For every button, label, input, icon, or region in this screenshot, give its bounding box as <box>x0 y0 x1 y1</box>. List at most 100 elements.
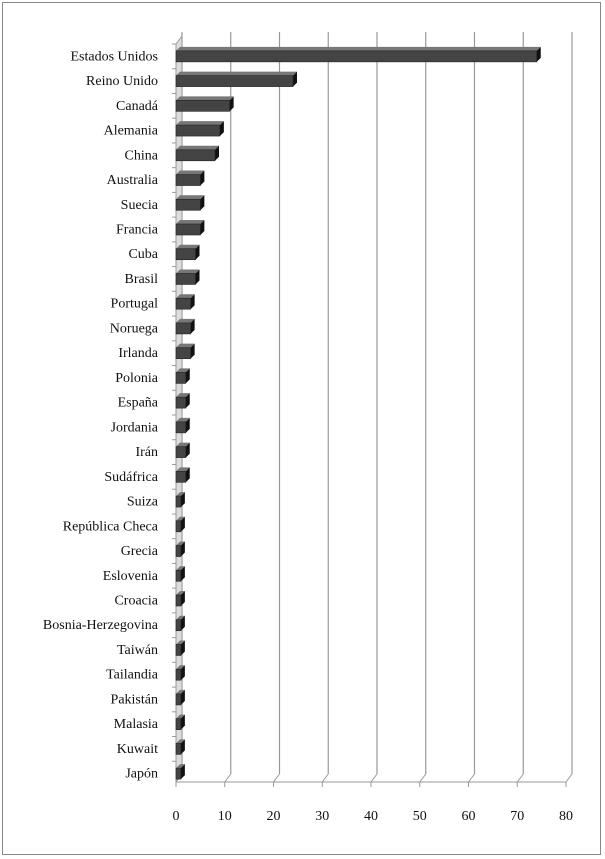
bar <box>175 322 191 335</box>
bar-top <box>176 170 205 175</box>
x-tick-label: 40 <box>364 809 378 824</box>
bar-side <box>190 318 195 334</box>
bar-top <box>176 615 185 620</box>
y-tick-label: Bosnia-Herzegovina <box>43 618 159 633</box>
bar-side <box>229 96 234 112</box>
y-tick-label: Taiwán <box>117 643 158 658</box>
bar-side <box>185 393 190 409</box>
x-tick-label: 0 <box>173 809 180 824</box>
bar <box>175 520 182 533</box>
bar <box>175 174 201 186</box>
floor-tick <box>468 773 475 783</box>
y-tick-label: Irán <box>135 445 158 460</box>
bar-top <box>176 516 185 521</box>
y-tick-label: Brasil <box>125 272 159 287</box>
bar <box>175 471 187 483</box>
floor-tick <box>370 773 378 783</box>
bar-top <box>176 591 185 595</box>
bar-side <box>180 541 185 557</box>
bar <box>175 718 182 730</box>
x-tick-label: 70 <box>510 809 524 824</box>
floor-tick <box>419 773 427 783</box>
bar-side <box>180 665 185 681</box>
y-tick-label: Francia <box>116 223 159 238</box>
bar-side <box>180 739 185 755</box>
y-tick-label: Polonia <box>115 371 159 386</box>
y-tick-label: Alemania <box>104 124 159 139</box>
bar <box>175 100 230 112</box>
bar-top <box>176 689 185 694</box>
bar-side <box>180 615 185 631</box>
bar-top <box>176 665 185 670</box>
bar-top <box>176 417 190 422</box>
bar-side <box>180 492 185 508</box>
bar <box>175 273 196 285</box>
bar <box>175 693 182 706</box>
bar-top <box>176 764 185 769</box>
bar <box>175 396 187 409</box>
bar <box>175 223 201 236</box>
bar <box>175 75 294 87</box>
bar <box>175 569 182 582</box>
bar-top <box>176 566 185 571</box>
bar-top <box>176 46 541 51</box>
bar <box>175 372 187 384</box>
bar-top <box>176 640 185 645</box>
bar-top <box>176 492 185 497</box>
bar-top <box>176 96 234 101</box>
bar-top <box>176 294 195 299</box>
bar <box>175 248 196 261</box>
bar <box>175 545 182 557</box>
x-tick-label: 80 <box>559 809 573 824</box>
y-tick-label: Noruega <box>110 321 159 336</box>
y-tick-label: Pakistán <box>111 692 158 707</box>
bar <box>175 149 216 162</box>
y-tick-label: Cuba <box>128 247 158 262</box>
bar-side <box>180 566 185 582</box>
bar-top <box>176 393 190 398</box>
bar <box>175 767 182 780</box>
bar <box>175 297 191 310</box>
y-tick-label: Japón <box>125 767 158 782</box>
y-tick-label: Irlanda <box>118 346 158 361</box>
bar-side <box>200 220 205 235</box>
bar-side <box>200 170 205 186</box>
x-tick-label: 20 <box>267 809 281 824</box>
floor-tick <box>516 773 524 783</box>
y-tick-label: Grecia <box>121 544 159 559</box>
bar-top <box>176 739 185 744</box>
y-tick-label: Australia <box>107 173 159 188</box>
bar-side <box>200 195 205 211</box>
bar-side <box>293 71 297 87</box>
y-tick-label: Reino Unido <box>86 74 158 89</box>
floor-tick <box>224 773 232 783</box>
y-tick-label: España <box>118 396 159 411</box>
floor-tick <box>321 773 329 783</box>
bar-side <box>185 442 190 458</box>
bar-side <box>180 714 185 730</box>
bar-side <box>185 417 190 433</box>
bar-top <box>176 71 297 76</box>
x-tick-label: 10 <box>218 809 232 824</box>
bar-top <box>176 541 185 546</box>
bar-top <box>176 220 205 224</box>
x-tick-label: 60 <box>462 809 476 824</box>
bar-side <box>190 294 195 310</box>
bar <box>175 743 182 755</box>
bar-side <box>190 343 195 359</box>
bar-side <box>180 764 185 780</box>
bar-top <box>176 269 200 274</box>
y-tick-label: Croacia <box>114 594 158 609</box>
y-tick-label: Malasia <box>114 717 159 732</box>
y-tick-label: Sudáfrica <box>104 470 158 485</box>
y-tick-label: Tailandia <box>106 668 159 683</box>
floor-tick <box>565 773 573 783</box>
bar-top <box>176 244 200 249</box>
bar-side <box>180 640 185 656</box>
bar <box>175 198 201 211</box>
bar-side <box>195 244 200 260</box>
bar-top <box>176 318 195 323</box>
floor-tick <box>273 773 280 783</box>
